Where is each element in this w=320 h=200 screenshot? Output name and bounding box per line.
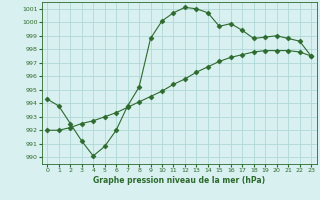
X-axis label: Graphe pression niveau de la mer (hPa): Graphe pression niveau de la mer (hPa) <box>93 176 265 185</box>
